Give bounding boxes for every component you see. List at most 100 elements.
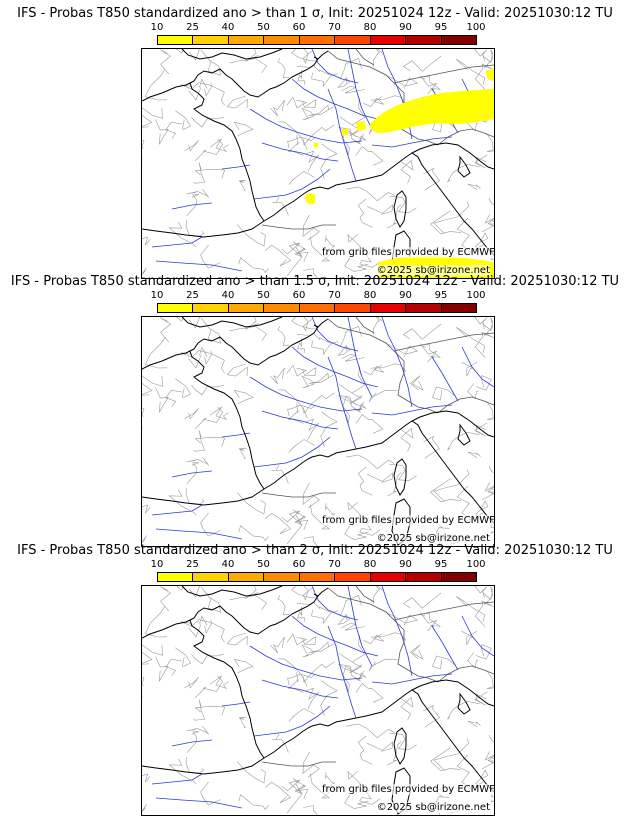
- admin-boundary: [370, 363, 407, 372]
- admin-boundary: [475, 644, 492, 660]
- country-border: [355, 586, 375, 603]
- colorbar-ticks: 10 25 40 50 60 70 80 90 95 100: [151, 559, 486, 571]
- admin-boundary: [474, 422, 488, 437]
- river: [381, 317, 395, 348]
- river: [253, 705, 331, 737]
- admin-boundary: [302, 392, 335, 414]
- admin-boundary: [142, 139, 145, 161]
- admin-boundary: [402, 592, 442, 609]
- colorbar-tick-label: 25: [186, 22, 199, 33]
- admin-boundary: [423, 435, 441, 459]
- admin-boundary: [484, 214, 494, 225]
- admin-boundary: [186, 725, 209, 735]
- admin-boundary: [423, 167, 441, 191]
- admin-boundary: [302, 586, 312, 601]
- admin-boundary: [277, 326, 290, 347]
- colorbar-tick-label: 60: [292, 22, 306, 33]
- colorbar: [157, 572, 477, 582]
- country-border: [327, 587, 439, 683]
- river: [291, 615, 379, 657]
- river: [371, 136, 453, 148]
- colorbar-tick-label: 25: [186, 290, 199, 301]
- admin-boundary: [430, 478, 462, 503]
- river: [327, 356, 357, 450]
- admin-boundary: [359, 791, 381, 805]
- admin-boundary: [474, 586, 488, 599]
- admin-boundary: [168, 221, 197, 248]
- colorbar-segment: [335, 304, 371, 312]
- colorbar-segment: [228, 573, 265, 581]
- admin-boundary: [142, 236, 151, 246]
- admin-boundary: [426, 76, 441, 91]
- admin-boundary: [308, 372, 334, 384]
- colorbar-segment: [406, 36, 442, 44]
- admin-boundary: [490, 793, 494, 803]
- admin-boundary: [185, 757, 205, 774]
- admin-boundary: [142, 644, 163, 656]
- admin-boundary: [355, 683, 384, 703]
- admin-boundary: [433, 738, 470, 771]
- river: [431, 625, 459, 671]
- admin-boundary: [302, 214, 320, 241]
- admin-boundary: [164, 389, 182, 407]
- admin-boundary: [204, 622, 225, 643]
- colorbar-segment: [335, 36, 371, 44]
- admin-boundary: [210, 675, 229, 689]
- colorbar-tick-label: 70: [328, 559, 341, 570]
- admin-boundary: [142, 407, 145, 429]
- colorbar-tick-label: 50: [257, 559, 270, 570]
- copyright: ©2025 sb@irizone.net: [376, 802, 490, 813]
- admin-boundary: [142, 267, 147, 275]
- admin-boundary: [303, 536, 318, 546]
- admin-boundary: [303, 805, 318, 815]
- admin-boundary: [447, 164, 480, 183]
- admin-boundary: [176, 586, 200, 598]
- colorbar-tick-label: 50: [257, 290, 270, 301]
- admin-boundary: [311, 340, 339, 356]
- admin-boundary: [200, 512, 221, 537]
- admin-boundary: [233, 121, 254, 137]
- admin-boundary: [357, 735, 373, 765]
- river: [249, 108, 363, 144]
- river: [249, 376, 363, 412]
- admin-boundary: [168, 489, 197, 516]
- admin-boundary: [188, 78, 208, 101]
- admin-boundary: [200, 317, 221, 344]
- admin-boundary: [481, 760, 494, 770]
- admin-boundary: [340, 325, 362, 347]
- admin-boundary: [288, 708, 315, 722]
- data-credit: from grib files provided by ECMWF: [322, 784, 495, 795]
- admin-boundary: [490, 524, 494, 534]
- admin-boundary: [481, 491, 494, 501]
- admin-boundary: [238, 180, 247, 192]
- admin-boundary: [142, 107, 163, 119]
- admin-boundary: [185, 488, 205, 505]
- admin-boundary: [281, 510, 303, 525]
- admin-boundary: [432, 655, 455, 670]
- admin-boundary: [226, 363, 248, 377]
- admin-boundary: [265, 781, 292, 804]
- admin-boundary: [302, 482, 320, 509]
- admin-boundary: [184, 407, 199, 420]
- admin-boundary: [204, 85, 225, 106]
- admin-boundary: [340, 594, 362, 616]
- admin-boundary: [320, 411, 338, 447]
- admin-boundary: [286, 251, 309, 277]
- river: [461, 346, 494, 388]
- admin-boundary: [475, 375, 492, 391]
- admin-boundary: [482, 586, 494, 606]
- river: [261, 142, 339, 162]
- country-border: [327, 50, 439, 146]
- admin-boundary: [142, 773, 151, 783]
- admin-boundary: [287, 673, 315, 686]
- admin-boundary: [359, 254, 381, 268]
- colorbar-tick-label: 95: [434, 559, 448, 570]
- colorbar-segment: [228, 36, 265, 44]
- admin-boundary: [186, 188, 209, 198]
- admin-boundary: [447, 701, 480, 720]
- river: [381, 49, 395, 80]
- admin-boundary: [426, 344, 441, 359]
- admin-boundary: [144, 606, 168, 638]
- admin-boundary: [301, 644, 315, 658]
- admin-boundary: [287, 136, 315, 149]
